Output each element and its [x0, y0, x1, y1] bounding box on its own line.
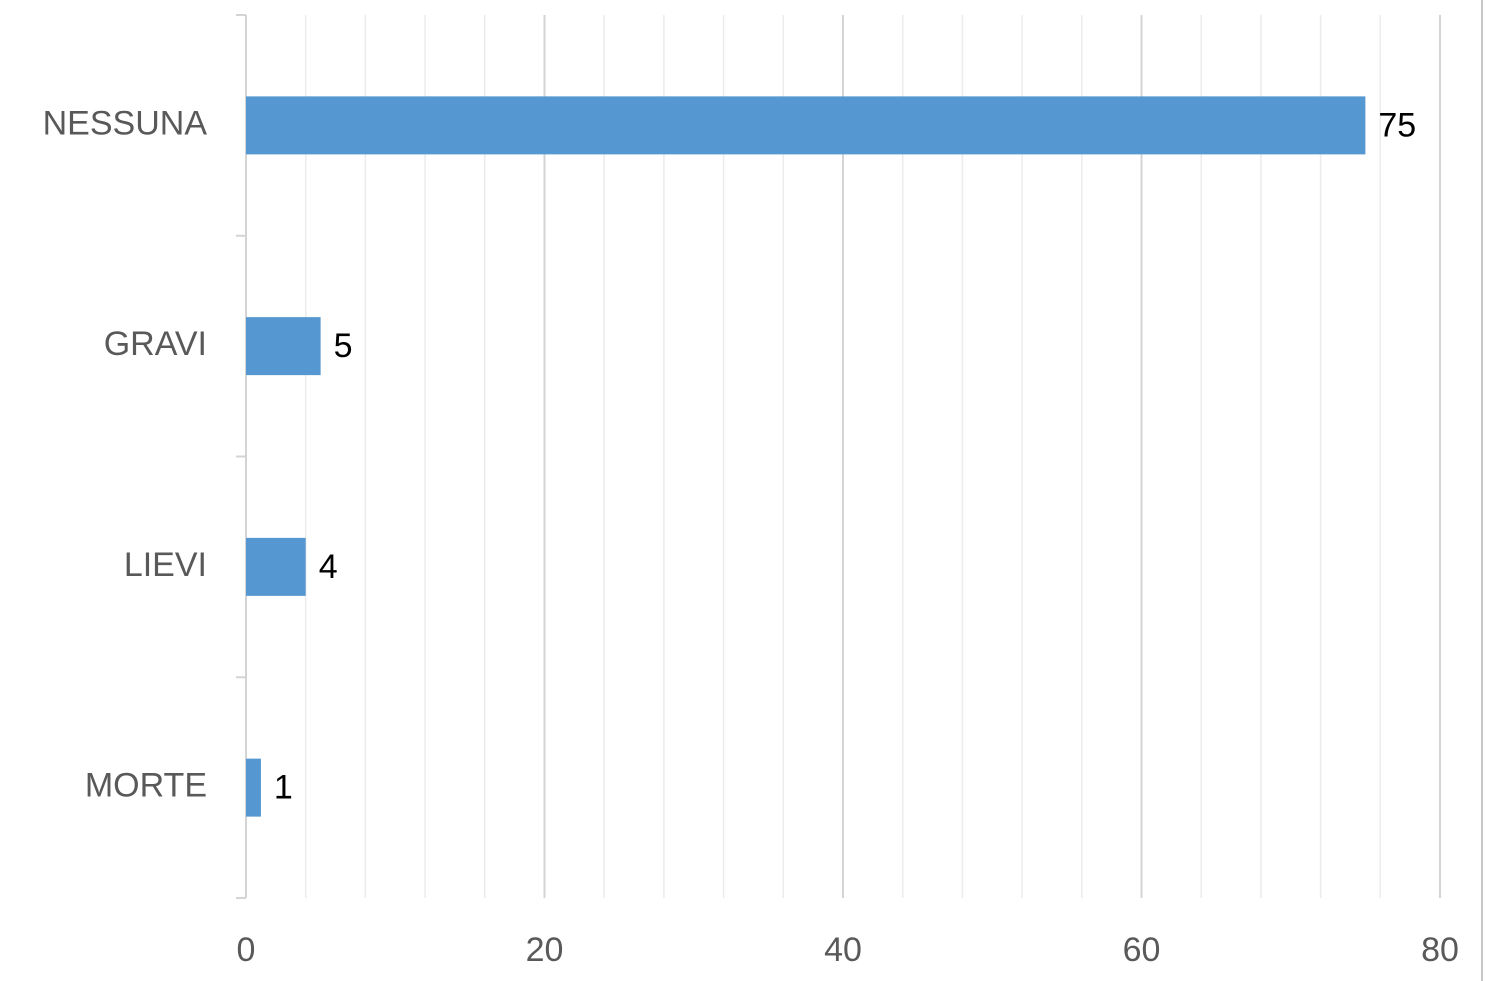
bar — [246, 758, 261, 817]
bar — [246, 537, 306, 596]
y-tick-label: MORTE — [85, 767, 207, 805]
bar — [246, 317, 321, 376]
y-tick-label: GRAVI — [104, 325, 207, 363]
x-tick-label: 60 — [1123, 931, 1161, 969]
y-tick-label: LIEVI — [124, 546, 207, 584]
x-tick-label: 0 — [237, 931, 256, 969]
value-label: 4 — [319, 548, 338, 586]
x-tick-label: 40 — [824, 931, 862, 969]
value-label: 5 — [334, 327, 353, 365]
bar — [246, 96, 1366, 155]
value-label: 1 — [274, 769, 293, 807]
x-tick-label: 20 — [526, 931, 564, 969]
x-tick-label: 80 — [1421, 931, 1459, 969]
y-tick-label: NESSUNA — [43, 104, 208, 142]
value-label: 75 — [1378, 106, 1416, 144]
